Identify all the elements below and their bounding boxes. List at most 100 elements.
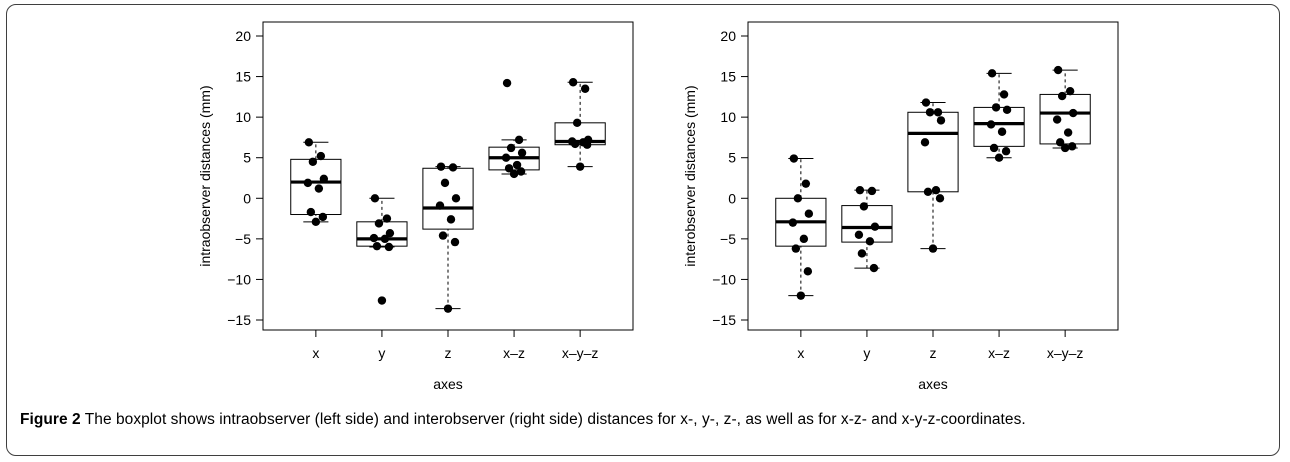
data-point (867, 186, 877, 196)
data-point (1065, 86, 1075, 96)
points-3 (920, 98, 946, 253)
data-point (382, 214, 392, 223)
x-axis-title: axes (918, 376, 948, 392)
data-point (933, 108, 943, 117)
box-3 (907, 102, 959, 250)
points-3 (435, 162, 461, 313)
data-point (1060, 143, 1070, 153)
y-tick-label: −15 (712, 312, 736, 328)
data-point (925, 108, 935, 117)
data-point (384, 242, 394, 252)
data-point (1001, 147, 1011, 156)
data-point (991, 103, 1001, 112)
data-point (791, 244, 801, 253)
data-point (1057, 91, 1067, 101)
data-point (921, 98, 931, 107)
points-5 (1052, 65, 1078, 153)
box-iqr (841, 205, 893, 243)
data-point (380, 234, 390, 244)
figure-caption: Figure 2 The boxplot shows intraobserver… (20, 409, 1260, 431)
data-point (448, 163, 458, 172)
data-point (855, 185, 865, 195)
y-tick-label: −10 (712, 271, 736, 287)
data-point (1052, 115, 1062, 124)
data-point (306, 207, 316, 217)
data-point (789, 154, 799, 163)
data-point (314, 184, 324, 193)
box-2 (841, 189, 893, 269)
data-point (316, 151, 326, 161)
box-1 (290, 141, 342, 223)
data-point (369, 233, 379, 243)
data-point (869, 263, 879, 273)
data-point (509, 169, 519, 179)
data-point (311, 217, 321, 227)
box-5 (1039, 69, 1091, 149)
data-point (865, 237, 875, 246)
y-tick-label: −10 (227, 271, 251, 287)
data-point (512, 160, 522, 170)
y-tick-label: 0 (243, 190, 251, 206)
caption-text: The boxplot shows intraobserver (left si… (80, 411, 1026, 428)
data-point (931, 185, 941, 195)
boxplot-panel-2: −15 −10 −5 0 5 10 15 20 x y z x–z x–y–z axes interobse… (682, 21, 1119, 392)
x-tick-label: x–z (503, 345, 525, 361)
data-point (999, 90, 1009, 99)
x-tick-label: y (863, 345, 870, 361)
data-point (435, 201, 445, 210)
data-point (799, 234, 809, 244)
data-point (385, 228, 395, 238)
x-axis: x y z x–z x–y–z (312, 329, 598, 361)
figure-frame (6, 4, 1280, 456)
x-axis-title: axes (433, 376, 463, 392)
data-point (450, 237, 460, 247)
data-point (1055, 138, 1065, 147)
x-tick-label: x (797, 345, 804, 361)
points-2 (369, 194, 395, 305)
y-axis: −15 −10 −5 0 5 10 15 20 (227, 28, 264, 328)
y-tick-label: 10 (720, 109, 736, 125)
y-tick-label: 5 (728, 150, 736, 166)
box-4 (488, 139, 540, 175)
data-point (796, 291, 806, 300)
y-tick-label: 15 (720, 69, 736, 85)
data-point (438, 231, 448, 240)
data-point (516, 167, 526, 176)
data-point (1053, 65, 1063, 75)
y-tick-label: −5 (235, 231, 251, 247)
y-axis: −15 −10 −5 0 5 10 15 20 (712, 28, 749, 328)
box-1 (775, 158, 827, 297)
data-point (935, 194, 945, 203)
data-point (1063, 128, 1073, 137)
data-point (446, 215, 456, 224)
box-iqr (973, 106, 1025, 147)
data-point (374, 219, 384, 228)
x-tick-label: z (445, 345, 452, 361)
points-5 (567, 78, 593, 171)
data-point (870, 222, 880, 231)
y-tick-label: 10 (235, 109, 251, 125)
y-tick-label: −15 (227, 312, 251, 328)
points-2 (854, 185, 880, 273)
data-point (994, 153, 1004, 162)
data-point (859, 202, 869, 211)
data-point (517, 148, 527, 158)
data-point (501, 153, 511, 162)
x-tick-label: x–z (988, 345, 1010, 361)
box-4 (973, 72, 1025, 159)
y-axis-title: intraobserver distances (mm) (197, 85, 213, 266)
x-tick-label: x (312, 345, 319, 361)
data-point (575, 162, 585, 171)
x-tick-label: y (378, 345, 385, 361)
points-1 (788, 154, 814, 300)
box-iqr (907, 111, 959, 193)
data-point (1068, 108, 1078, 118)
data-point (986, 120, 996, 129)
data-point (854, 230, 864, 239)
y-tick-label: 20 (720, 28, 736, 44)
y-tick-label: 15 (235, 69, 251, 85)
data-point (989, 143, 999, 153)
data-point (308, 157, 318, 166)
x-tick-label: z (930, 345, 937, 361)
data-point (514, 135, 524, 145)
